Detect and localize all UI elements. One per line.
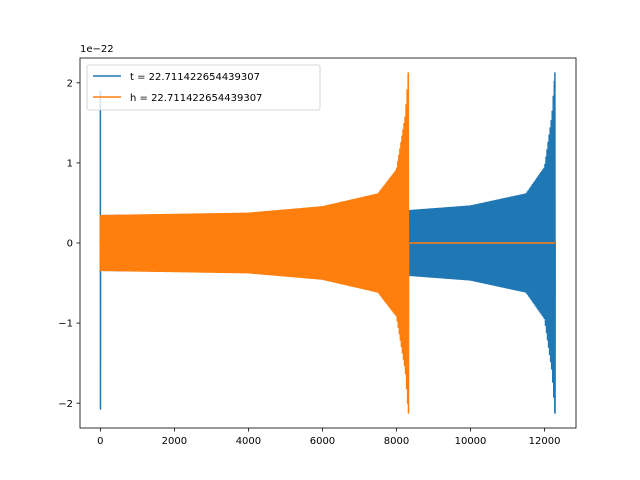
y-tick-label: −2 [58,399,73,410]
y-offset-text: 1e−22 [80,44,114,55]
x-tick-label: 4000 [236,436,261,447]
x-tick-label: 12000 [529,436,561,447]
legend-label-series-t: t = 22.711422654439307 [130,72,260,83]
x-tick-label: 8000 [384,436,409,447]
series-layer [99,72,556,414]
axes-layer: 0 2000 4000 6000 8000 10000 12000 −2 −1 0 1 2 [58,78,560,447]
legend: t = 22.711422654439307 h = 22.7114226544… [86,64,321,111]
y-tick-label: 2 [67,78,73,89]
y-tick-label: 0 [67,239,73,250]
legend-frame [86,64,321,111]
x-tick-label: 2000 [162,436,187,447]
x-tick-label: 0 [97,436,103,447]
y-tick-label: −1 [58,319,73,330]
series-line-h [99,72,555,414]
x-tick-label: 10000 [455,436,487,447]
y-tick-label: 1 [67,159,73,170]
legend-label-series-h: h = 22.711422654439307 [130,93,262,104]
x-tick-label: 6000 [310,436,335,447]
